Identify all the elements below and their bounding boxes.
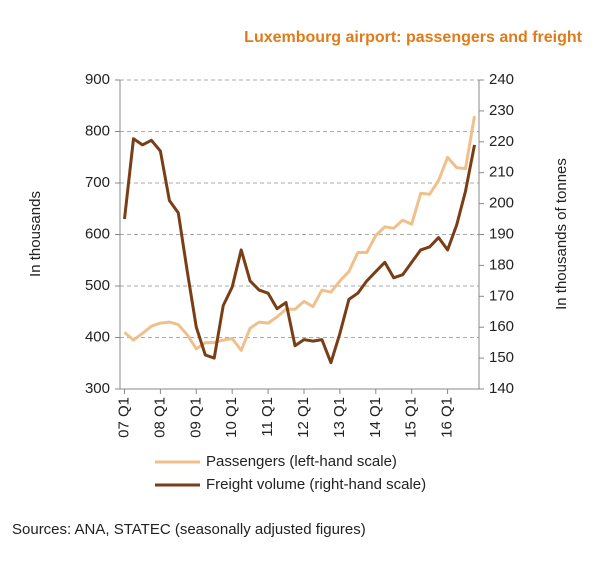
y-tick-label: 500 bbox=[85, 277, 110, 294]
series-line bbox=[123, 115, 476, 352]
legend-label: Freight volume (right-hand scale) bbox=[206, 476, 426, 493]
chart-title: Luxembourg airport: passengers and freig… bbox=[244, 29, 583, 46]
x-tick-label: 09 Q1 bbox=[187, 397, 204, 438]
y2-tick-label: 230 bbox=[489, 102, 514, 119]
y-tick-label: 800 bbox=[85, 122, 110, 139]
x-tick-label: 16 Q1 bbox=[439, 397, 456, 438]
y2-tick-label: 240 bbox=[489, 71, 514, 88]
y2-tick-label: 220 bbox=[489, 133, 514, 150]
y2-tick-label: 180 bbox=[489, 256, 514, 273]
y2-tick-label: 210 bbox=[489, 164, 514, 181]
x-tick-label: 12 Q1 bbox=[295, 397, 312, 438]
series-line bbox=[123, 137, 476, 365]
y-tick-label: 300 bbox=[85, 380, 110, 397]
y-tick-label: 600 bbox=[85, 225, 110, 242]
y-tick-label: 400 bbox=[85, 328, 110, 345]
y2-tick-label: 170 bbox=[489, 287, 514, 304]
y2-tick-label: 140 bbox=[489, 380, 514, 397]
x-tick-label: 07 Q1 bbox=[115, 397, 132, 438]
legend-label: Passengers (left-hand scale) bbox=[206, 453, 397, 470]
x-tick-label: 14 Q1 bbox=[367, 397, 384, 438]
y2-tick-label: 150 bbox=[489, 349, 514, 366]
x-tick-label: 11 Q1 bbox=[259, 397, 276, 437]
x-tick-label: 15 Q1 bbox=[403, 397, 420, 438]
x-tick-label: 10 Q1 bbox=[223, 397, 240, 438]
x-tick-label: 08 Q1 bbox=[151, 397, 168, 438]
source-note: Sources: ANA, STATEC (seasonally adjuste… bbox=[12, 521, 366, 538]
y2-tick-label: 160 bbox=[489, 318, 514, 335]
y-tick-label: 900 bbox=[85, 71, 110, 88]
y-tick-label: 700 bbox=[85, 174, 110, 191]
y2-axis-label: In thousands of tonnes bbox=[553, 158, 570, 310]
y2-tick-label: 200 bbox=[489, 195, 514, 212]
y-axis-label: In thousands bbox=[27, 191, 44, 277]
x-tick-label: 13 Q1 bbox=[331, 397, 348, 438]
y2-tick-label: 190 bbox=[489, 225, 514, 242]
